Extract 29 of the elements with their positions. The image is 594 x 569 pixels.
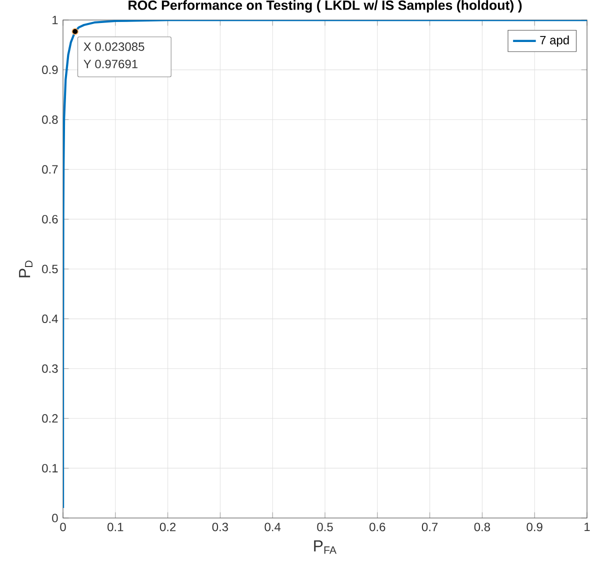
y-axis-title: P$_{D}$ bbox=[19, 260, 32, 278]
x-tick-label: 0.8 bbox=[474, 522, 490, 532]
y-tick-label: 0.1 bbox=[42, 464, 58, 472]
x-tick-label: 0.5 bbox=[317, 522, 333, 532]
x-tick-label: 0.7 bbox=[422, 522, 438, 532]
chart-title: ROC Performance on Testing ( LKDL w/ IS Samples (holdout) ) bbox=[128, 0, 522, 13]
y-tick-label: 0.7 bbox=[42, 165, 58, 174]
y-tick-label: 0.5 bbox=[42, 264, 58, 274]
y-tick-label: 0.3 bbox=[42, 364, 58, 373]
x-tick-label: 0.6 bbox=[370, 522, 386, 532]
line-series bbox=[63, 20, 587, 510]
x-tick-label: 0.1 bbox=[108, 522, 124, 532]
x-tick-label: 0.3 bbox=[212, 522, 228, 532]
x-tick-label: 0.4 bbox=[264, 522, 281, 532]
y-tick-label: 0.4 bbox=[42, 314, 58, 324]
x-tick-label: 1 bbox=[584, 522, 590, 531]
annotation: Y 0.97691 bbox=[84, 60, 138, 68]
x-tick-label: 0.9 bbox=[526, 522, 542, 532]
x-tick-label: 0.2 bbox=[160, 522, 176, 532]
y-tick-label: 0.2 bbox=[42, 414, 58, 423]
y-tick-label: 0.6 bbox=[42, 214, 58, 224]
y-tick-label: 0.9 bbox=[42, 66, 58, 74]
annotation: X 0.023085 bbox=[84, 42, 144, 51]
y-tick-label: 0 bbox=[52, 514, 58, 522]
y-tick-label: 0.8 bbox=[42, 115, 58, 124]
y-tick-label: 1 bbox=[52, 16, 58, 24]
x-tick-label: 0 bbox=[60, 522, 66, 532]
legend-label: 7 apd bbox=[540, 36, 569, 47]
x-axis-title: P$_{FA}$ bbox=[314, 540, 336, 554]
